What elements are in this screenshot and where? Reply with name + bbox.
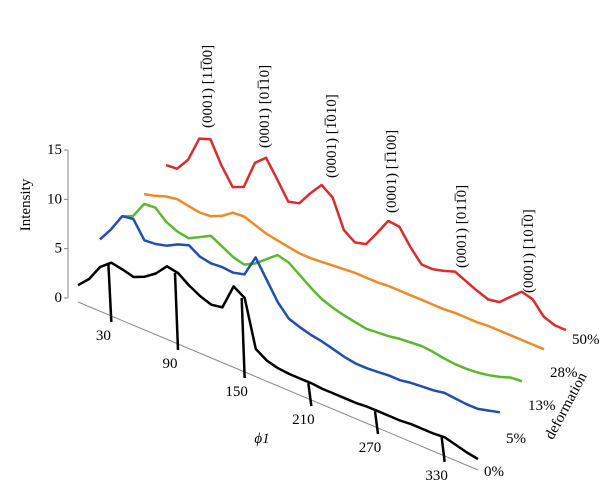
x-tick — [173, 272, 180, 351]
series-line — [77, 261, 479, 461]
x-tick-label: 30 — [96, 328, 111, 344]
y-axis-label: Intensity — [18, 178, 34, 231]
x-tick — [107, 262, 113, 323]
x-tick — [307, 383, 313, 407]
annotation: (0001) [101̅0] — [521, 209, 537, 293]
annotation: (0001) [01̅10] — [257, 65, 273, 148]
x-tick-label: 330 — [425, 468, 448, 480]
x-tick-label: 270 — [359, 440, 382, 456]
series-label: 50% — [572, 332, 600, 348]
series-label: 0% — [484, 464, 504, 480]
y-tick-label: 10 — [47, 191, 62, 207]
series-line — [121, 202, 523, 383]
series-label: 13% — [528, 398, 556, 414]
annotation: (0001) [1̅100] — [384, 130, 400, 213]
x-tick-label: 90 — [163, 356, 178, 372]
x-tick-label: 210 — [292, 412, 315, 428]
annotation: (0001) [1̅010] — [324, 94, 340, 178]
x-axis-label: ϕ1 — [254, 431, 269, 447]
y-tick-label: 15 — [47, 142, 62, 158]
x-tick — [240, 297, 246, 379]
series-line — [143, 192, 545, 351]
series-label: 5% — [506, 431, 526, 447]
x-tick-label: 150 — [225, 384, 248, 400]
series-line — [165, 137, 567, 332]
series-label: 28% — [550, 365, 578, 381]
series-line — [99, 214, 501, 414]
y-tick-label: 0 — [55, 290, 63, 306]
x-axis — [77, 301, 479, 471]
annotation: (0001) [11̅00] — [200, 45, 216, 128]
x-tick — [373, 411, 380, 435]
annotation: (0001) [011̅0] — [454, 185, 470, 268]
x-tick — [440, 437, 446, 463]
y-tick-label: 5 — [55, 241, 63, 257]
